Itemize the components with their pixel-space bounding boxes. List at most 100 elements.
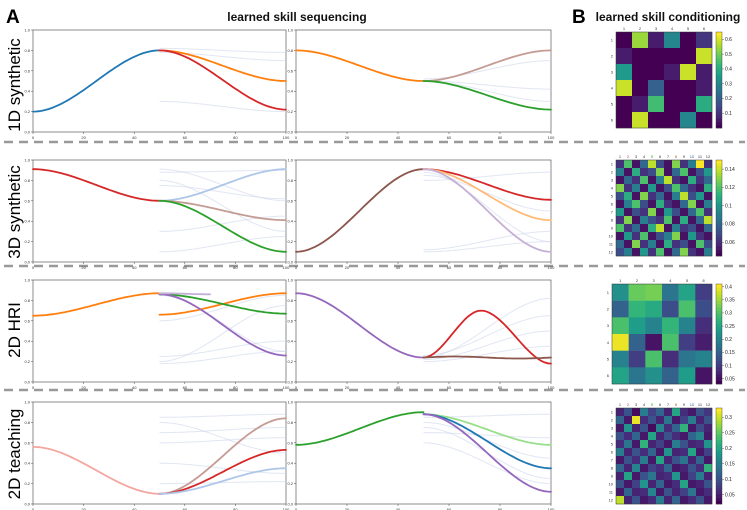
heatmap-cell (648, 184, 657, 193)
colorbar-segment (716, 380, 722, 385)
heatmap-cell (616, 464, 625, 473)
x-tick-label: 20 (345, 507, 350, 510)
heatmap-cell (616, 96, 633, 113)
heatmap-cell (640, 432, 649, 441)
heatmap-cell (624, 232, 633, 241)
colorbar-segment (716, 494, 722, 498)
colorbar-segment (716, 344, 722, 348)
heatmap-cell (704, 432, 713, 441)
heatmap-cell (616, 80, 633, 97)
heatmap-cell (664, 192, 673, 201)
heatmap-cell (704, 416, 713, 425)
heatmap-cell (688, 416, 697, 425)
colorbar-segment (716, 233, 722, 238)
heatmap-cell (632, 416, 641, 425)
trajectory-line (158, 467, 287, 495)
faded-trajectory (159, 462, 286, 474)
faded-trajectory (159, 169, 286, 173)
y-tick-label: 0.8 (287, 420, 293, 425)
colorbar-segment (716, 411, 722, 415)
colorbar-segment (716, 347, 722, 351)
heatmap-cell (612, 284, 629, 301)
heatmap-cell (662, 350, 679, 368)
heatmap-cell (648, 168, 657, 177)
heatmap-cell (656, 480, 665, 489)
heatmap-x-label: 5 (687, 26, 690, 31)
row-label: 2D HRI (5, 302, 24, 358)
heatmap-y-label: 5 (607, 357, 610, 362)
colorbar-segment (716, 320, 722, 325)
title-sequencing: learned skill sequencing (227, 10, 366, 24)
x-tick-label: 0 (32, 265, 35, 270)
heatmap-cell (696, 472, 705, 481)
heatmap-cell (680, 488, 689, 497)
heatmap-cell (616, 224, 625, 233)
y-tick-label: 0.0 (24, 380, 30, 385)
heatmap-cell (704, 176, 713, 185)
heatmap-y-label: 3 (611, 426, 614, 431)
heatmap-cell (624, 192, 633, 201)
colorbar-segment (716, 60, 722, 65)
trajectory-line (295, 49, 425, 82)
heatmap-y-label: 1 (611, 38, 614, 43)
heatmap-cell (645, 334, 663, 351)
heatmap-cell (696, 456, 705, 465)
colorbar-segment (716, 73, 722, 78)
heatmap-cell (672, 248, 681, 257)
heatmap-cell (648, 424, 657, 433)
heatmap-cell (632, 168, 641, 177)
heatmap-cell (680, 480, 689, 489)
trajectory-line (422, 168, 552, 201)
heatmap-cell (678, 300, 696, 318)
heatmap-y-label: 10 (609, 482, 614, 487)
heatmap-cell (616, 208, 625, 217)
plot-frame (32, 29, 287, 133)
heatmap-cell (664, 448, 673, 457)
heatmap-cell (680, 80, 697, 97)
heatmap-cell (648, 216, 657, 225)
heatmap-cell (656, 408, 665, 417)
x-tick-label: 80 (233, 135, 238, 140)
colorbar-segment (716, 459, 722, 463)
row-label: 3D synthetic (5, 165, 24, 259)
y-tick-label: 0.0 (287, 380, 293, 385)
trajectory-line (158, 49, 287, 82)
heatmap-cell (624, 208, 633, 217)
y-tick-label: 0.8 (287, 48, 293, 53)
y-tick-label: 0.8 (287, 178, 293, 183)
y-tick-label: 1.0 (24, 278, 30, 283)
faded-trajectory (423, 174, 552, 212)
heatmap-x-label: 10 (690, 402, 695, 407)
heatmap-cell (696, 200, 705, 209)
colorbar-segment (716, 304, 722, 308)
colorbar-segment (716, 182, 722, 186)
x-tick-label: 20 (345, 265, 350, 270)
heatmap-cell (672, 424, 681, 433)
heatmap-cell (656, 464, 665, 473)
heatmap-cell (704, 208, 713, 217)
colorbar-segment (716, 224, 722, 228)
trajectory-line (158, 293, 287, 315)
heatmap-x-label: 2 (627, 402, 630, 407)
colorbar-segment (716, 424, 722, 428)
heatmap-cell (640, 408, 649, 417)
colorbar-segment (716, 249, 722, 254)
faded-trajectory (423, 297, 552, 358)
heatmap-cell (688, 488, 697, 497)
heatmap-cell (632, 192, 641, 201)
colorbar-segment (716, 240, 722, 244)
heatmap-cell (624, 472, 633, 481)
faded-trajectory (423, 80, 552, 90)
heatmap-y-label: 5 (611, 102, 614, 107)
colorbar-segment (716, 433, 722, 438)
heatmap-cell (645, 350, 663, 368)
heatmap-y-label: 8 (611, 466, 614, 471)
colorbar-segment (716, 124, 722, 129)
heatmap-cell (616, 408, 625, 417)
heatmap-cell (678, 334, 696, 351)
heatmap-cell (648, 488, 657, 497)
heatmap-cell (624, 480, 633, 489)
heatmap-cell (632, 176, 641, 185)
heatmap-cell (662, 284, 679, 301)
heatmap-x-label: 4 (671, 26, 674, 31)
